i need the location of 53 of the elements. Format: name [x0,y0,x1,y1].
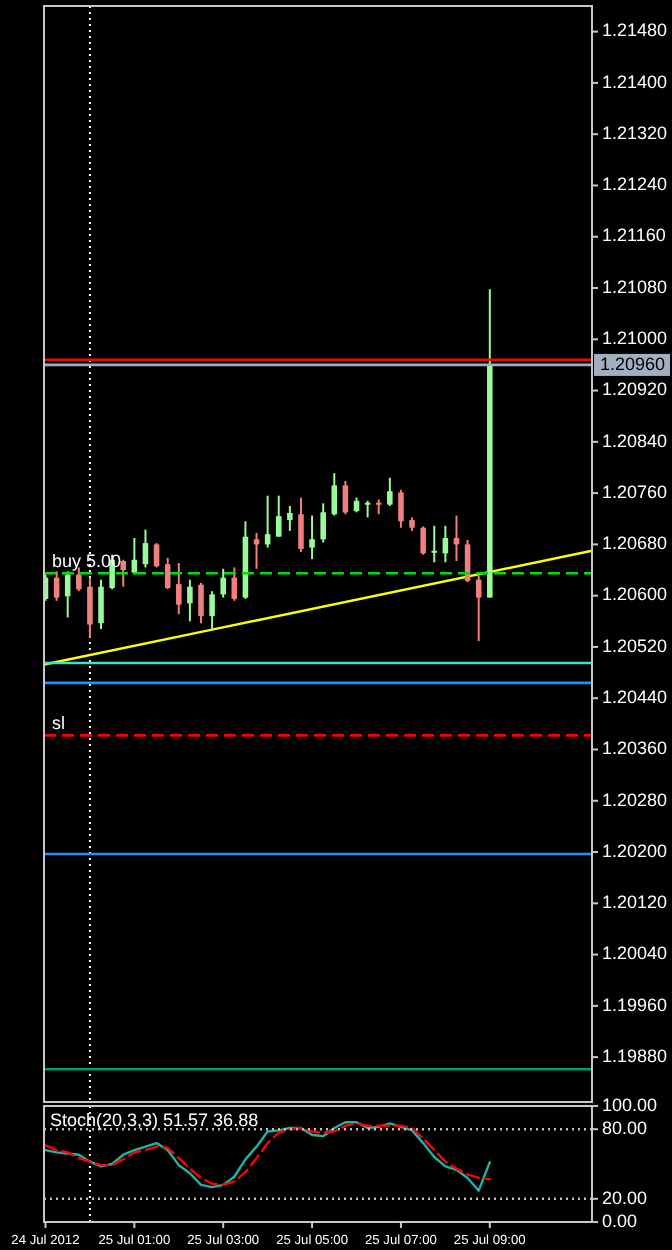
candlestick [398,488,404,529]
y-tick-label: 1.20840 [602,430,668,451]
candlestick [153,542,160,569]
candlestick [298,496,304,554]
y-tick-label: 1.20760 [602,481,668,502]
candlestick [231,566,238,602]
y-tick-label: 1.21000 [602,328,668,349]
y-tick-label: 1.21080 [602,276,668,297]
candlestick [98,578,104,630]
y-tick-label: 1.20920 [602,379,668,400]
y-tick-label: 1.21240 [602,174,668,195]
y-tick-label: 1.19880 [602,1045,668,1066]
y-tick-label: 1.20600 [602,584,668,605]
candlestick [53,570,60,602]
candlestick [87,576,93,639]
y-tick-label: 1.19960 [602,994,668,1015]
y-tick-label: 1.21160 [602,225,666,246]
candlestick [431,524,438,564]
candlestick [287,504,293,532]
y-tick-label: 1.20520 [602,635,668,656]
y-tick-label: 1.20040 [602,943,668,964]
y-tick-label: 20.00 [602,1187,648,1208]
y-tick-label: 80.00 [602,1117,648,1138]
candlestick [120,558,127,588]
y-tick-label: 1.21320 [602,122,668,143]
candlestick [331,472,338,517]
ref-line-label: sl [52,713,65,734]
candlestick [198,581,204,625]
y-tick-label: 1.20280 [602,789,668,810]
candlestick [275,494,282,538]
candlestick [164,556,171,591]
y-tick-label: 1.20440 [602,686,668,707]
candlestick [209,590,215,631]
y-tick-label: 1.20120 [602,892,668,913]
candlestick [142,528,149,569]
candlestick [220,567,226,599]
y-tick-label: 1.21480 [602,20,668,41]
candlestick [475,574,482,643]
y-tick-label: 100.00 [602,1094,658,1115]
candlestick [309,514,315,561]
candlestick [420,525,426,556]
ref-line-label: 1.20960 [600,353,666,374]
y-tick-label: 0.00 [602,1210,638,1231]
candlestick [320,502,326,544]
candlestick [176,561,182,616]
y-tick-label: 1.21400 [602,71,668,92]
y-tick-label: 1.20200 [602,840,668,861]
candlestick [342,479,349,516]
y-tick-label: 1.20680 [602,533,668,554]
y-tick-label: 1.20360 [602,738,668,759]
candlestick [187,578,193,623]
candlestick [387,476,393,507]
chart-title: Stoch(20,3,3) 51.57 36.88 [50,1110,259,1130]
